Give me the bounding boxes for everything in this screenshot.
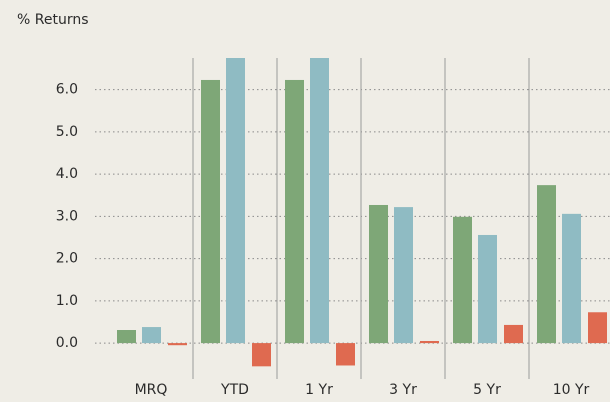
bar [117,330,136,344]
chart-title: % Returns [17,12,89,28]
x-tick-label: 3 Yr [389,382,417,398]
x-tick-label: YTD [220,382,249,398]
bar [562,213,581,344]
bar [201,79,220,344]
bar [394,207,413,344]
x-tick-label: MRQ [135,382,168,398]
bar [537,185,556,344]
y-tick-label: 6.0 [56,82,78,98]
bar [226,58,245,344]
bar [369,204,388,344]
bar [478,234,497,344]
y-tick-label: 3.0 [56,208,78,224]
bar [588,312,607,344]
x-tick-label: 10 Yr [553,382,590,398]
y-tick-label: 0.0 [56,335,78,351]
x-tick-label: 1 Yr [305,382,333,398]
x-tick-label: 5 Yr [473,382,501,398]
bar [142,327,161,344]
bar [310,58,329,344]
bar [420,340,439,344]
bars [117,58,607,367]
bar [168,343,187,346]
bar [453,216,472,344]
bar [252,343,271,367]
y-tick-label: 4.0 [56,166,78,182]
grid [95,58,610,379]
y-tick-label: 5.0 [56,124,78,140]
bar [504,324,523,344]
bar [285,79,304,344]
y-tick-label: 2.0 [56,251,78,267]
bar [336,343,355,366]
y-tick-label: 1.0 [56,293,78,309]
